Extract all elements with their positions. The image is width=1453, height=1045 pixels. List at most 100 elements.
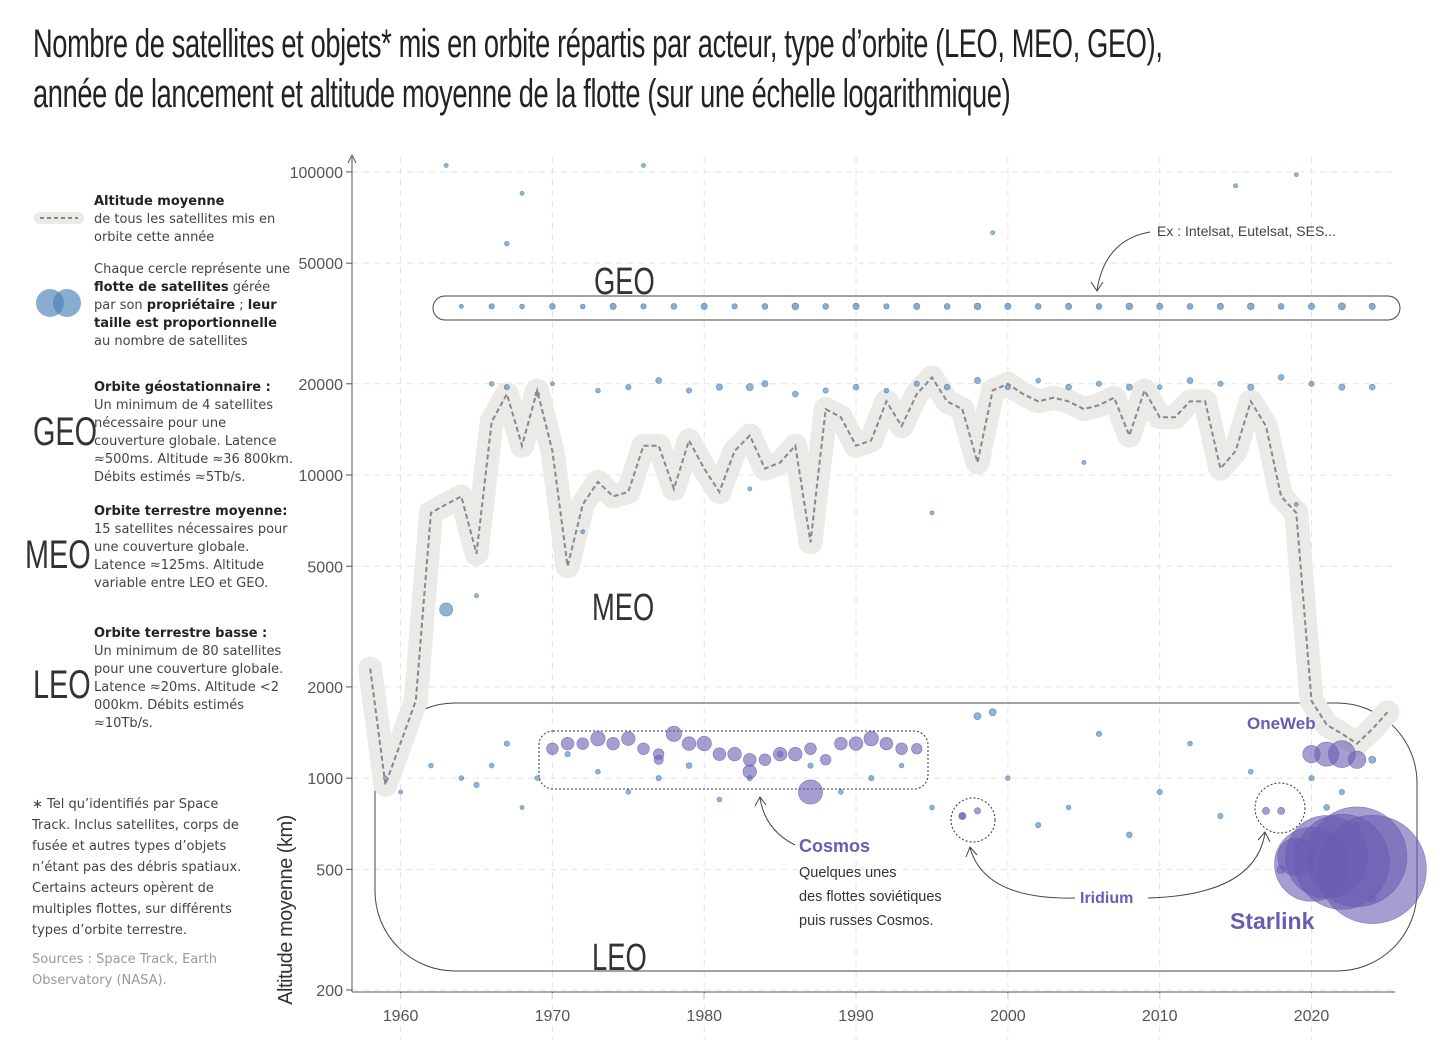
fleet-point bbox=[895, 742, 908, 755]
orbit-label: GEO bbox=[33, 410, 98, 454]
fleet-point bbox=[773, 747, 788, 762]
arrow bbox=[965, 846, 1076, 899]
annotation: Starlink bbox=[1230, 908, 1315, 934]
fleet-point bbox=[1308, 380, 1315, 387]
x-tick-label: 1990 bbox=[838, 1008, 874, 1025]
fleet-point bbox=[804, 742, 817, 755]
fleet-point bbox=[428, 762, 434, 769]
fleet-point bbox=[595, 387, 601, 394]
fleet-point bbox=[655, 377, 662, 384]
fleet-point bbox=[990, 230, 996, 236]
mean-line bbox=[369, 375, 1389, 786]
annotation: LEO bbox=[592, 937, 647, 979]
fleet-point bbox=[747, 486, 753, 492]
annotation: Cosmos bbox=[799, 836, 870, 856]
fleet-point bbox=[1337, 302, 1346, 311]
fleet-point bbox=[868, 775, 875, 782]
fleet-point bbox=[1186, 377, 1194, 384]
annotation: MEO bbox=[592, 587, 654, 629]
x-tick-label: 1960 bbox=[383, 1008, 419, 1025]
fleet-point bbox=[458, 304, 464, 309]
fleet-point bbox=[696, 736, 712, 752]
fleet-point bbox=[745, 383, 754, 391]
legend-icons bbox=[34, 212, 84, 317]
fleet-point bbox=[1004, 302, 1012, 310]
fleet-point bbox=[838, 789, 844, 795]
fleet-point bbox=[488, 762, 495, 769]
fleet-point bbox=[743, 753, 757, 767]
y-tick-label: 200 bbox=[316, 983, 343, 1000]
fleet-point bbox=[792, 390, 799, 398]
fleet-point bbox=[640, 303, 647, 310]
annotation-shapes bbox=[374, 231, 1418, 972]
y-tick-label: 20000 bbox=[299, 377, 344, 394]
fleet-point bbox=[700, 302, 708, 310]
fleet-point bbox=[580, 303, 586, 310]
fleet-point bbox=[1156, 384, 1163, 390]
fleet-point bbox=[943, 383, 951, 391]
fleet-point bbox=[546, 742, 559, 755]
iridium-circle bbox=[950, 797, 996, 843]
fleet-point bbox=[715, 383, 723, 391]
legend-text: au nombre de satellites bbox=[94, 334, 248, 349]
fleet-point bbox=[712, 747, 727, 761]
fleet-point bbox=[852, 302, 860, 310]
fleet-point bbox=[1247, 302, 1255, 311]
cosmos-frame bbox=[538, 730, 929, 790]
fleet-point bbox=[716, 796, 723, 803]
annotation: des flottes soviétiques bbox=[799, 889, 942, 905]
fleet-point bbox=[788, 747, 803, 762]
fleet-point bbox=[637, 742, 650, 755]
fleet-point bbox=[1308, 775, 1315, 782]
fleet-point bbox=[564, 751, 571, 758]
fleet-point bbox=[1248, 768, 1254, 775]
legend-text: 15 satellites nécessaires pour une couve… bbox=[94, 522, 288, 591]
fleet-point bbox=[798, 779, 823, 805]
legend-block: Chaque cercle représente une flotte de s… bbox=[94, 261, 294, 351]
fleet-point bbox=[606, 736, 620, 751]
fleet-point bbox=[580, 529, 586, 535]
fleet-point bbox=[550, 381, 555, 387]
annotation: Quelques unes bbox=[799, 865, 897, 881]
fleet-point bbox=[988, 708, 997, 717]
x-tick-label: 2020 bbox=[1294, 1008, 1330, 1025]
fleet-point bbox=[685, 762, 693, 769]
fleet-point bbox=[576, 737, 589, 750]
legend-text: ; bbox=[235, 298, 248, 313]
fleet-point bbox=[1186, 303, 1194, 310]
y-tick-label: 50000 bbox=[299, 256, 344, 273]
leo-frame bbox=[374, 702, 1418, 972]
annotation: Iridium bbox=[1080, 890, 1133, 907]
fleet-point bbox=[519, 190, 525, 196]
arrow bbox=[754, 796, 796, 846]
fleet-point bbox=[1126, 831, 1133, 839]
fleet-point bbox=[974, 807, 981, 815]
fleet-point bbox=[913, 380, 920, 387]
fleet-point bbox=[560, 736, 575, 751]
fleet-point bbox=[1156, 789, 1163, 796]
fleet-point bbox=[595, 768, 601, 775]
axes bbox=[347, 153, 1395, 993]
fleet-point bbox=[1035, 822, 1042, 829]
legend-heading: Orbite géostationnaire : bbox=[94, 380, 271, 395]
sources: Sources : Space Track, Earth Observatory… bbox=[32, 952, 217, 988]
fleet-point bbox=[641, 163, 646, 168]
fleet-point bbox=[519, 303, 525, 310]
legend-text: propriétaire bbox=[146, 298, 236, 313]
fleet-point bbox=[488, 381, 495, 387]
fleet-point bbox=[1217, 813, 1224, 820]
legend-heading: Orbite terrestre moyenne: bbox=[94, 504, 288, 519]
y-tick-label: 2000 bbox=[307, 680, 343, 697]
fleet-point bbox=[1338, 383, 1346, 391]
fleet-point bbox=[761, 380, 769, 388]
fleet-point bbox=[549, 303, 556, 310]
y-tick-label: 1000 bbox=[307, 771, 343, 788]
x-tick-label: 2010 bbox=[1142, 1008, 1178, 1025]
fleet-point bbox=[973, 302, 982, 311]
fleet-point bbox=[1348, 750, 1367, 769]
geo-frame bbox=[432, 295, 1401, 321]
legend-block: Orbite terrestre basse : Un minimum de 80… bbox=[94, 625, 294, 733]
fleet-point bbox=[1081, 460, 1087, 465]
fleet-point bbox=[1317, 814, 1427, 924]
fleet-point bbox=[883, 303, 890, 310]
